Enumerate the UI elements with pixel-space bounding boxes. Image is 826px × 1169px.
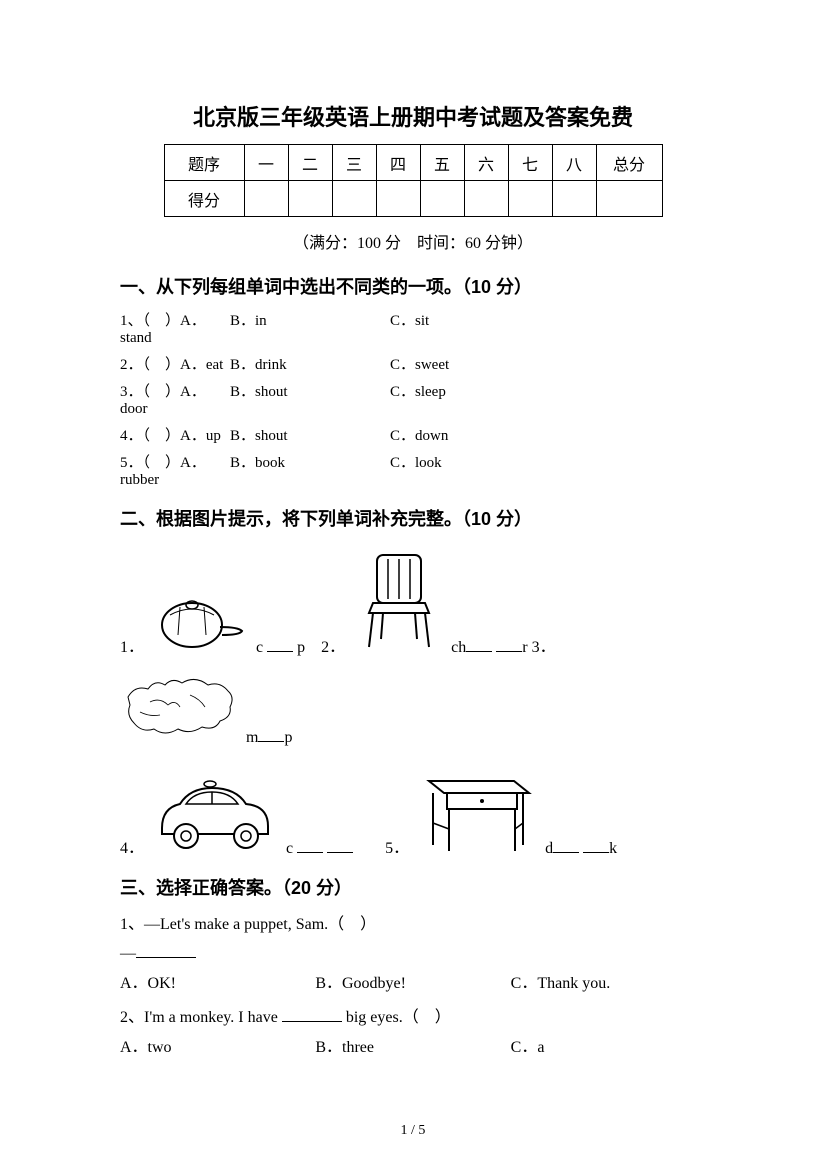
q-num-a: 5．（ ）A．rubber [120, 451, 230, 489]
option-c: C．down [390, 424, 706, 445]
col-header: 三 [332, 145, 376, 181]
word-fragment: ch r 3． [451, 633, 555, 657]
chair-icon [355, 547, 445, 657]
question-row: 1、（ ）A．stand B．in C．sit [120, 309, 706, 347]
option-c: C．a [511, 1033, 706, 1057]
desk-icon [419, 763, 539, 858]
blank [466, 638, 492, 652]
word-fragment: d k [545, 839, 617, 858]
score-cell [464, 181, 508, 217]
score-table: 题序 一 二 三 四 五 六 七 八 总分 得分 [164, 144, 663, 217]
option-b: B．shout [230, 380, 390, 401]
question-options: A．two B．three C．a [120, 1033, 706, 1057]
score-cell [552, 181, 596, 217]
q-num-a: 1、（ ）A．stand [120, 309, 230, 347]
q-num-a: 2．（ ）A．eat [120, 353, 230, 374]
picture-row-1: 1． c p 2． [120, 547, 706, 747]
page-title: 北京版三年级英语上册期中考试题及答案免费 [120, 100, 706, 132]
option-b: B．shout [230, 424, 390, 445]
score-cell [508, 181, 552, 217]
question-row: 2．（ ）A．eat B．drink C．sweet [120, 353, 706, 374]
blank [553, 839, 579, 853]
item-num: 4． [120, 834, 144, 858]
pic-item-car: 4． c 5． [120, 768, 409, 858]
question-row: 4．（ ）A．up B．shout C．down [120, 424, 706, 445]
option-c: C．Thank you. [511, 969, 706, 993]
picture-row-2: 4． c 5． [120, 763, 706, 858]
option-a: A．two [120, 1033, 315, 1057]
col-header: 六 [464, 145, 508, 181]
question-text: 2、I'm a monkey. I have big eyes.（ ） [120, 1003, 706, 1027]
question-dash: — [120, 944, 706, 963]
blank [136, 944, 196, 958]
option-c: C．sweet [390, 353, 706, 374]
blank [496, 638, 522, 652]
col-header: 二 [288, 145, 332, 181]
page-number: 1 / 5 [0, 1123, 826, 1139]
car-icon [150, 768, 280, 858]
score-cell [244, 181, 288, 217]
section1-questions: 1、（ ）A．stand B．in C．sit 2．（ ）A．eat B．dri… [120, 309, 706, 489]
table-row: 得分 [164, 181, 662, 217]
col-header: 八 [552, 145, 596, 181]
col-header: 四 [376, 145, 420, 181]
word-fragment: c p 2． [256, 633, 345, 657]
option-b: B．book [230, 451, 390, 472]
blank [297, 839, 323, 853]
col-header: 五 [420, 145, 464, 181]
row-label: 题序 [164, 145, 244, 181]
pic-item-chair: ch r 3． [355, 547, 555, 657]
col-header: 七 [508, 145, 552, 181]
q-num-a: 4．（ ）A．up [120, 424, 230, 445]
question-row: 3．（ ）A．door B．shout C．sleep [120, 380, 706, 418]
question-row: 5．（ ）A．rubber B．book C．look [120, 451, 706, 489]
section2-heading: 二、根据图片提示，将下列单词补充完整。（10 分） [120, 505, 706, 531]
score-cell [332, 181, 376, 217]
option-b: B．three [315, 1033, 510, 1057]
pic-item-desk: d k [419, 763, 617, 858]
option-c: C．look [390, 451, 706, 472]
option-b: B．drink [230, 353, 390, 374]
option-a: A．OK! [120, 969, 315, 993]
option-b: B．in [230, 309, 390, 330]
score-cell [376, 181, 420, 217]
option-c: C．sleep [390, 380, 706, 401]
item-num: 1． [120, 633, 144, 657]
col-header: 一 [244, 145, 288, 181]
blank [282, 1008, 342, 1022]
total-header: 总分 [596, 145, 662, 181]
question-options: A．OK! B．Goodbye! C．Thank you. [120, 969, 706, 993]
q-num-a: 3．（ ）A．door [120, 380, 230, 418]
pic-item-cap: 1． c p 2． [120, 577, 345, 657]
pic-item-map: mp [120, 667, 292, 747]
section3-heading: 三、选择正确答案。（20 分） [120, 874, 706, 900]
word-fragment: mp [246, 728, 292, 747]
cap-icon [150, 577, 250, 657]
section3-content: 1、—Let's make a puppet, Sam.（ ） — A．OK! … [120, 910, 706, 1057]
table-row: 题序 一 二 三 四 五 六 七 八 总分 [164, 145, 662, 181]
option-c: C．sit [390, 309, 706, 330]
blank [327, 839, 353, 853]
blank [267, 638, 293, 652]
section1-heading: 一、从下列每组单词中选出不同类的一项。（10 分） [120, 273, 706, 299]
exam-meta: （满分：100 分 时间：60 分钟） [120, 229, 706, 253]
score-cell [420, 181, 464, 217]
map-icon [120, 667, 240, 747]
section2-content: 1． c p 2． [120, 547, 706, 858]
score-cell [288, 181, 332, 217]
blank [258, 728, 284, 742]
row-label: 得分 [164, 181, 244, 217]
question-text: 1、—Let's make a puppet, Sam.（ ） [120, 910, 706, 934]
option-b: B．Goodbye! [315, 969, 510, 993]
score-cell [596, 181, 662, 217]
word-fragment: c 5． [286, 834, 409, 858]
blank [583, 839, 609, 853]
